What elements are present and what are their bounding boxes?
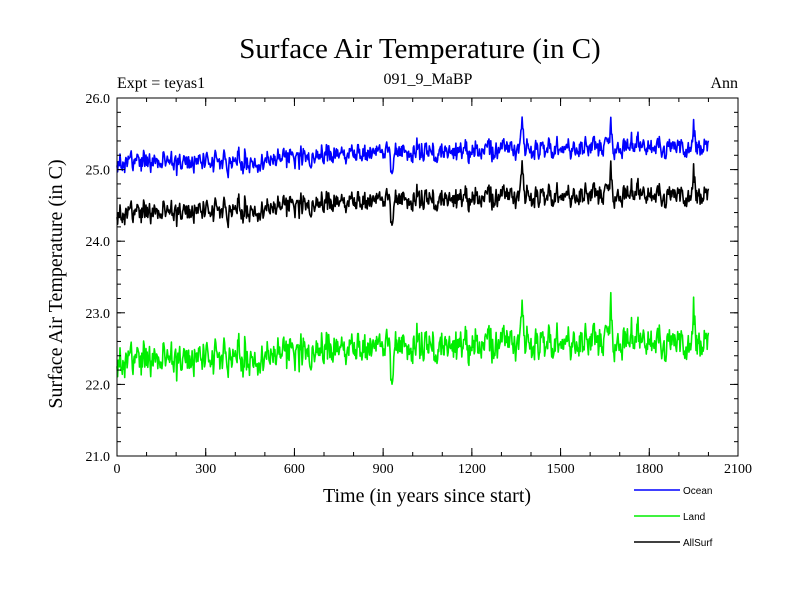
y-tick-label: 24.0 xyxy=(86,235,111,250)
series-line-ocean xyxy=(116,116,710,179)
x-tick-label: 300 xyxy=(195,462,216,477)
y-tick-label: 25.0 xyxy=(86,164,111,179)
legend-label-ocean: Ocean xyxy=(683,486,712,497)
y-tick-label: 22.0 xyxy=(86,378,111,393)
legend: Ocean Land AllSurf xyxy=(634,486,713,549)
axes: 0 300 600 900 1200 1500 1800 2100 21.0 22.0 23.0 24… xyxy=(86,92,753,477)
x-tick-label: 2100 xyxy=(724,462,752,477)
experiment-label: Expt = teyas1 xyxy=(117,75,205,92)
time-period-label: 091_9_MaBP xyxy=(384,71,473,88)
legend-label-land: Land xyxy=(683,512,705,523)
y-tick-label: 21.0 xyxy=(86,450,111,465)
chart-title: Surface Air Temperature (in C) xyxy=(239,33,600,65)
x-tick-label: 900 xyxy=(373,462,394,477)
legend-label-allsurf: AllSurf xyxy=(683,538,713,549)
series-line-allsurf xyxy=(116,160,710,229)
series-layer xyxy=(116,116,710,386)
season-label: Ann xyxy=(710,75,738,92)
y-axis-label: Surface Air Temperature (in C) xyxy=(45,159,67,408)
x-tick-label: 1500 xyxy=(547,462,575,477)
x-tick-label: 1200 xyxy=(458,462,486,477)
x-tick-label: 1800 xyxy=(635,462,663,477)
x-tick-label: 600 xyxy=(284,462,305,477)
y-tick-label: 26.0 xyxy=(86,92,111,107)
x-tick-label: 0 xyxy=(114,462,121,477)
series-line-land xyxy=(116,291,710,386)
y-tick-label: 23.0 xyxy=(86,307,111,322)
plot-frame xyxy=(116,97,739,457)
x-axis-label: Time (in years since start) xyxy=(323,485,531,507)
